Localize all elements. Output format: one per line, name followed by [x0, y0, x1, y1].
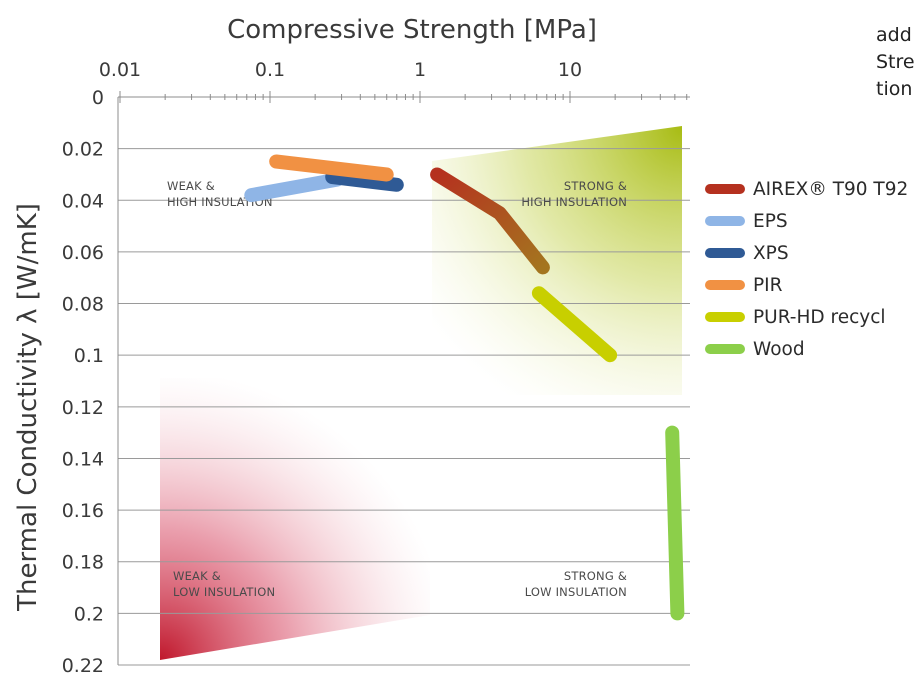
region-label: STRONG & [564, 179, 627, 193]
side-note-line: Stre [876, 51, 915, 73]
legend-item: EPS [705, 205, 908, 237]
legend-swatch [705, 344, 745, 354]
legend: AIREX® T90 T92 EPS XPS PIR PUR-HD recycl Wood [705, 173, 908, 365]
gridlines [118, 148, 690, 666]
region-label: STRONG & [564, 569, 627, 583]
y-axis-title: Thermal Conductivity λ [W/mK] [13, 203, 43, 612]
region-label: LOW INSULATION [173, 585, 275, 599]
x-axis-title: Compressive Strength [MPa] [227, 15, 597, 45]
y-tick-label: 0 [92, 87, 104, 109]
y-tick-label: 0.16 [62, 500, 104, 522]
legend-label: EPS [753, 210, 788, 232]
region-label: LOW INSULATION [525, 585, 627, 599]
legend-swatch [705, 312, 745, 322]
y-tick-label: 0.02 [62, 139, 104, 161]
legend-item: XPS [705, 237, 908, 269]
legend-label: XPS [753, 242, 789, 264]
y-tick-label: 0.1 [74, 345, 104, 367]
region-label: WEAK & [167, 179, 215, 193]
side-note-cropped: add Stre tion [876, 22, 923, 103]
series-line-xps [325, 170, 404, 192]
y-tick-label: 0.14 [62, 448, 104, 470]
legend-label: PUR-HD recycl [753, 306, 886, 328]
side-note-line: tion [876, 78, 913, 100]
legend-label: AIREX® T90 T92 [753, 178, 909, 200]
y-tick-label: 0.04 [62, 190, 104, 212]
legend-item: Wood [705, 333, 908, 365]
legend-swatch [705, 216, 745, 226]
legend-item: AIREX® T90 T92 [705, 173, 908, 205]
y-tick-label: 0.08 [62, 294, 104, 316]
series-line-wood [665, 425, 685, 621]
strong-high-insulation-zone [432, 126, 682, 395]
side-note-line: add [876, 24, 912, 46]
y-tick-label: 0.2 [74, 603, 104, 625]
x-tick-label: 10 [558, 59, 582, 81]
y-tick-label: 0.12 [62, 397, 104, 419]
x-tick-label: 0.01 [99, 59, 141, 81]
legend-swatch [705, 184, 745, 194]
y-tick-label: 0.18 [62, 552, 104, 574]
y-axis: 0 0.02 0.04 0.06 0.08 0.1 0.12 0.14 0.16 0.18 0.2 0… [62, 87, 119, 675]
legend-label: PIR [753, 274, 783, 296]
x-axis: 0.01 0.1 1 10 [99, 59, 690, 103]
region-label: HIGH INSULATION [521, 195, 627, 209]
region-label: WEAK & [173, 569, 221, 583]
data-series [244, 154, 685, 621]
series-line-pir [269, 154, 394, 182]
x-tick-label: 0.1 [255, 59, 285, 81]
legend-item: PUR-HD recycl [705, 301, 908, 333]
legend-item: PIR [705, 269, 908, 301]
zone-layer [160, 126, 682, 660]
series-line-pur-hd-recycl [531, 286, 618, 363]
x-tick-label: 1 [414, 59, 426, 81]
legend-swatch [705, 280, 745, 290]
weak-low-insulation-zone [160, 378, 430, 660]
series-line-eps [244, 172, 345, 203]
legend-label: Wood [753, 338, 805, 360]
series-line-airex-t90-t92 [430, 167, 550, 275]
y-tick-label: 0.06 [62, 242, 104, 264]
legend-swatch [705, 248, 745, 258]
y-tick-label: 0.22 [62, 655, 104, 675]
